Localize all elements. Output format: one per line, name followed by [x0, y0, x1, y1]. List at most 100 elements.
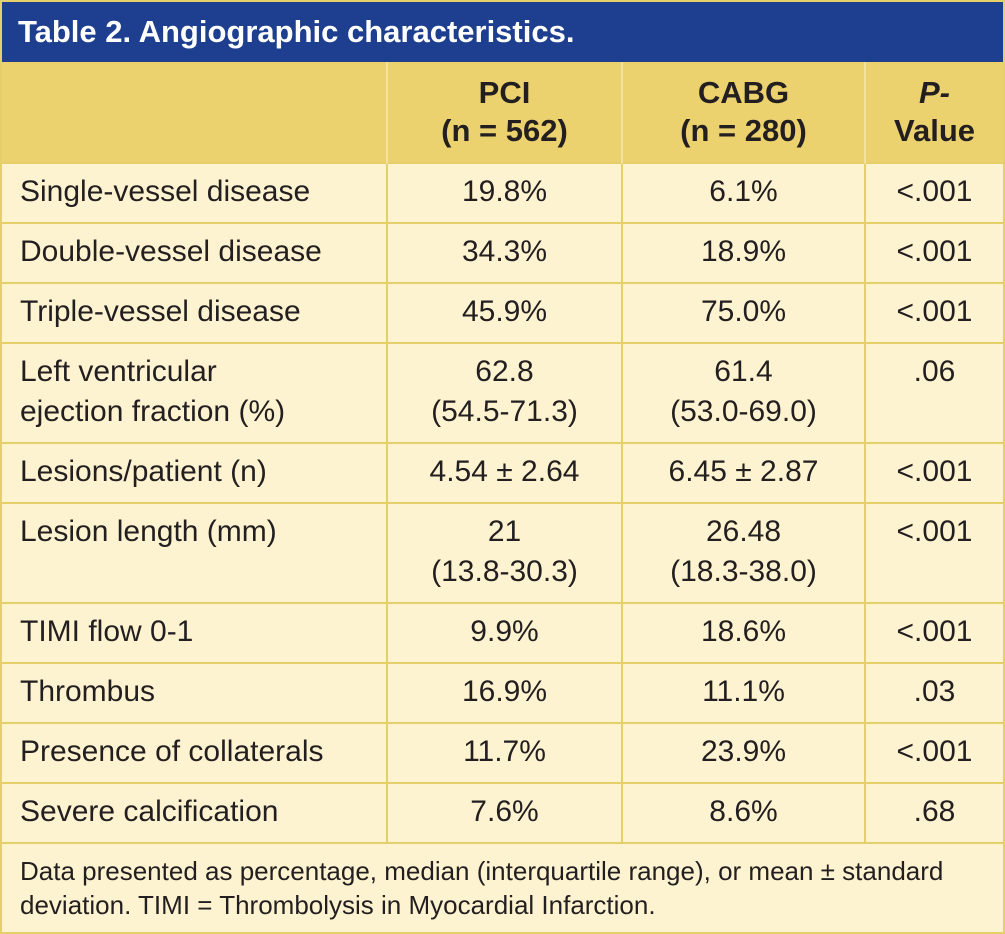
row-label: Thrombus: [20, 675, 156, 708]
row-label-cell: Triple-vessel disease: [2, 282, 387, 343]
table-title: Table 2. Angiographic characteristics.: [2, 2, 1003, 62]
cabg-value-cell: 26.48 (18.3-38.0): [621, 502, 865, 603]
data-table: PCI (n = 562) CABG (n = 280) P- Value Si…: [2, 62, 1003, 842]
cabg-value: (53.0-69.0): [670, 395, 817, 428]
cabg-value-cell: 6.1%: [621, 162, 865, 223]
row-label-cell: Left ventricular ejection fraction (%): [2, 342, 387, 443]
pci-value-cell: 9.9%: [386, 602, 622, 663]
cabg-value: 8.6%: [709, 795, 778, 828]
cabg-value-cell: 61.4 (53.0-69.0): [621, 342, 865, 443]
row-label-cell: Thrombus: [2, 662, 387, 723]
pci-value: 34.3%: [461, 235, 548, 268]
pci-value-cell: 16.9%: [386, 662, 622, 723]
row-label: Left ventricular: [20, 355, 217, 388]
cabg-value: (18.3-38.0): [670, 555, 817, 588]
p-value-cell: <.001: [864, 602, 1003, 663]
cabg-value-cell: 75.0%: [621, 282, 865, 343]
cabg-value-cell: 18.9%: [621, 222, 865, 283]
header-empty: [2, 62, 387, 163]
pci-value: 62.8: [475, 355, 534, 388]
pci-value: 9.9%: [470, 615, 539, 648]
p-value-cell: <.001: [864, 222, 1003, 283]
p-value: <.001: [896, 735, 973, 768]
cabg-value: 18.9%: [700, 235, 787, 268]
cabg-value-cell: 23.9%: [621, 722, 865, 783]
table-row: Single-vessel disease 19.8% 6.1% <.001: [2, 162, 1003, 223]
table-row: Presence of collaterals 11.7% 23.9% <.001: [2, 722, 1003, 783]
p-value: <.001: [896, 175, 973, 208]
header-cabg: CABG (n = 280): [621, 62, 865, 163]
header-pci-n: (n = 562): [441, 113, 568, 148]
pci-value: 7.6%: [470, 795, 539, 828]
p-value: <.001: [896, 295, 973, 328]
row-label-cell: Double-vessel disease: [2, 222, 387, 283]
header-pci-name: PCI: [478, 75, 531, 110]
cabg-value-cell: 8.6%: [621, 782, 865, 842]
pci-value-cell: 19.8%: [386, 162, 622, 223]
table-body: Single-vessel disease 19.8% 6.1% <.001 Doubl…: [2, 162, 1003, 842]
table-row: Thrombus 16.9% 11.1% .03: [2, 662, 1003, 723]
cabg-value: 18.6%: [700, 615, 787, 648]
pci-value-cell: 4.54 ± 2.64: [386, 442, 622, 503]
pci-value: (54.5-71.3): [431, 395, 578, 428]
row-label: ejection fraction (%): [20, 395, 286, 428]
p-value-cell: <.001: [864, 282, 1003, 343]
pci-value-cell: 21 (13.8-30.3): [386, 502, 622, 603]
p-value-cell: <.001: [864, 722, 1003, 783]
pci-value: 4.54 ± 2.64: [429, 455, 580, 488]
pci-value-cell: 11.7%: [386, 722, 622, 783]
row-label: Single-vessel disease: [20, 175, 311, 208]
pci-value: 16.9%: [461, 675, 548, 708]
table-row: Severe calcification 7.6% 8.6% .68: [2, 782, 1003, 842]
cabg-value-cell: 18.6%: [621, 602, 865, 663]
pci-value-cell: 34.3%: [386, 222, 622, 283]
p-value-cell: <.001: [864, 502, 1003, 603]
pci-value: 19.8%: [461, 175, 548, 208]
table-row: Triple-vessel disease 45.9% 75.0% <.001: [2, 282, 1003, 343]
p-value-cell: .06: [864, 342, 1003, 443]
cabg-value-cell: 6.45 ± 2.87: [621, 442, 865, 503]
p-value: <.001: [896, 515, 973, 548]
table-header: PCI (n = 562) CABG (n = 280) P- Value: [2, 62, 1003, 163]
p-value-cell: .68: [864, 782, 1003, 842]
table-row: Left ventricular ejection fraction (%) 62.…: [2, 342, 1003, 443]
pci-value-cell: 62.8 (54.5-71.3): [386, 342, 622, 443]
table-row: TIMI flow 0-1 9.9% 18.6% <.001: [2, 602, 1003, 663]
row-label-cell: Single-vessel disease: [2, 162, 387, 223]
cabg-value: 23.9%: [700, 735, 787, 768]
p-value: <.001: [896, 455, 973, 488]
p-value: .03: [913, 675, 956, 708]
cabg-value: 6.1%: [709, 175, 778, 208]
pci-value: 11.7%: [463, 735, 546, 768]
pci-value: 21: [487, 515, 522, 548]
cabg-value: 75.0%: [700, 295, 787, 328]
row-label-cell: Lesions/patient (n): [2, 442, 387, 503]
header-cabg-name: CABG: [697, 75, 790, 110]
table-footnote: Data presented as percentage, median (in…: [2, 842, 1003, 932]
p-value-cell: <.001: [864, 162, 1003, 223]
row-label: Lesion length (mm): [20, 515, 277, 548]
row-label: Lesions/patient (n): [20, 455, 267, 488]
header-pvalue: P- Value: [864, 62, 1003, 163]
row-label: Severe calcification: [20, 795, 279, 828]
cabg-value: 6.45 ± 2.87: [668, 455, 819, 488]
table-row: Double-vessel disease 34.3% 18.9% <.001: [2, 222, 1003, 283]
p-value-cell: <.001: [864, 442, 1003, 503]
row-label: TIMI flow 0-1: [20, 615, 194, 648]
row-label: Double-vessel disease: [20, 235, 322, 268]
header-pci: PCI (n = 562): [386, 62, 622, 163]
pci-value: (13.8-30.3): [431, 555, 578, 588]
pci-value: 45.9%: [461, 295, 548, 328]
pci-value-cell: 7.6%: [386, 782, 622, 842]
p-value: .68: [913, 795, 956, 828]
table-row: Lesions/patient (n) 4.54 ± 2.64 6.45 ± 2.8…: [2, 442, 1003, 503]
cabg-value: 26.48: [705, 515, 782, 548]
row-label-cell: Severe calcification: [2, 782, 387, 842]
cabg-value: 61.4: [714, 355, 773, 388]
header-cabg-n: (n = 280): [680, 113, 807, 148]
row-label-cell: Presence of collaterals: [2, 722, 387, 783]
cabg-value: 11.1%: [702, 675, 785, 708]
p-value: .06: [913, 355, 956, 388]
header-pvalue-line1: P-: [919, 75, 950, 110]
